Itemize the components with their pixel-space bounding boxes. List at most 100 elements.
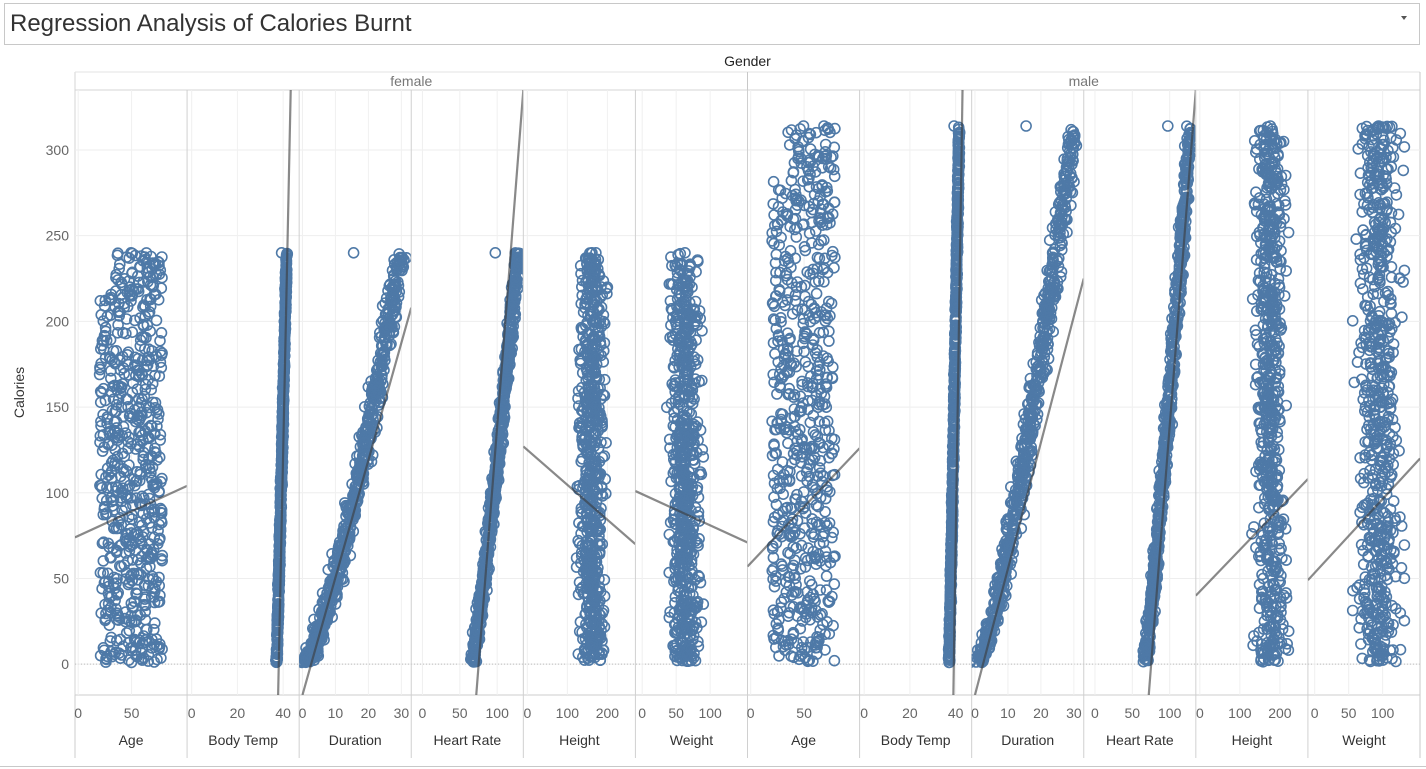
data-point <box>775 415 787 428</box>
data-point <box>376 348 389 360</box>
data-point <box>587 638 599 651</box>
data-point <box>572 385 585 397</box>
data-point <box>772 509 784 521</box>
data-point <box>579 546 592 559</box>
data-point <box>100 471 112 484</box>
y-tick-label: 50 <box>53 570 69 586</box>
panel-female-heart-rate <box>464 90 524 695</box>
data-point <box>108 522 120 535</box>
data-point <box>685 643 698 656</box>
data-point <box>150 314 163 327</box>
data-point <box>120 627 133 639</box>
data-point <box>577 565 590 578</box>
data-point <box>388 253 400 266</box>
chevron-down-icon[interactable] <box>1401 16 1407 20</box>
data-point <box>787 628 800 641</box>
data-point <box>798 643 811 656</box>
data-point <box>601 281 614 294</box>
data-point <box>795 495 808 508</box>
data-point <box>273 557 286 570</box>
data-point <box>140 562 153 575</box>
data-point <box>681 479 693 492</box>
data-point <box>390 262 403 274</box>
data-point <box>144 300 157 313</box>
data-point <box>787 651 800 664</box>
data-point <box>116 291 129 304</box>
data-point <box>497 374 510 387</box>
data-point <box>125 568 138 581</box>
x-tick-label: 0 <box>299 705 307 721</box>
data-point <box>590 548 603 561</box>
data-point <box>146 377 159 390</box>
data-point <box>107 577 120 590</box>
data-point <box>96 537 109 550</box>
data-point <box>479 554 491 567</box>
data-point <box>689 373 702 385</box>
data-point <box>820 584 833 596</box>
data-point <box>116 495 128 508</box>
data-point <box>781 273 794 286</box>
data-point <box>695 468 708 481</box>
data-point <box>689 358 702 371</box>
data-point <box>118 559 130 571</box>
data-point <box>130 283 142 295</box>
data-point <box>491 446 504 458</box>
data-point <box>793 406 806 418</box>
data-point <box>693 571 706 583</box>
data-point <box>133 276 145 289</box>
x-tick-label: 20 <box>902 705 918 721</box>
data-point <box>94 294 107 307</box>
x-tick-label: 0 <box>419 705 427 721</box>
data-point <box>153 408 165 420</box>
data-point <box>154 502 167 515</box>
data-point <box>106 481 118 494</box>
data-point <box>686 397 699 410</box>
data-point <box>97 429 110 441</box>
data-point <box>670 518 683 531</box>
data-point <box>697 451 710 463</box>
data-point <box>687 439 699 452</box>
data-point <box>581 629 594 642</box>
data-point <box>152 255 164 268</box>
data-point <box>686 338 698 351</box>
data-point <box>799 326 811 338</box>
data-point <box>782 610 795 623</box>
data-point <box>97 315 110 327</box>
data-point <box>803 181 816 193</box>
data-point <box>95 415 107 428</box>
data-point <box>593 535 606 548</box>
data-point <box>669 571 682 584</box>
data-point <box>388 320 401 333</box>
x-axis-label: Weight <box>670 732 713 748</box>
data-point <box>124 281 136 293</box>
x-tick-label: 20 <box>230 705 246 721</box>
data-point <box>500 377 513 390</box>
data-point <box>772 184 785 196</box>
data-point <box>669 556 682 569</box>
data-point <box>369 378 382 390</box>
x-tick-label: 100 <box>698 705 722 721</box>
data-point <box>149 369 161 382</box>
data-point <box>489 247 502 259</box>
data-point <box>804 268 816 280</box>
data-point <box>827 163 840 176</box>
data-point <box>767 573 779 585</box>
data-point <box>598 317 611 330</box>
data-point <box>690 420 702 433</box>
data-point <box>768 491 780 503</box>
data-point <box>140 513 153 525</box>
data-point <box>118 367 130 380</box>
data-point <box>575 267 587 280</box>
data-point <box>336 537 349 549</box>
data-point <box>153 571 165 584</box>
data-point <box>365 420 378 433</box>
data-point <box>100 334 113 347</box>
data-point <box>364 405 377 417</box>
chart-title-bar[interactable]: Regression Analysis of Calories Burnt <box>4 3 1420 45</box>
data-point <box>149 617 161 629</box>
data-point <box>369 372 382 384</box>
data-point <box>154 589 166 602</box>
data-point <box>273 549 286 561</box>
y-tick-label: 250 <box>46 228 70 244</box>
data-point <box>586 351 599 363</box>
